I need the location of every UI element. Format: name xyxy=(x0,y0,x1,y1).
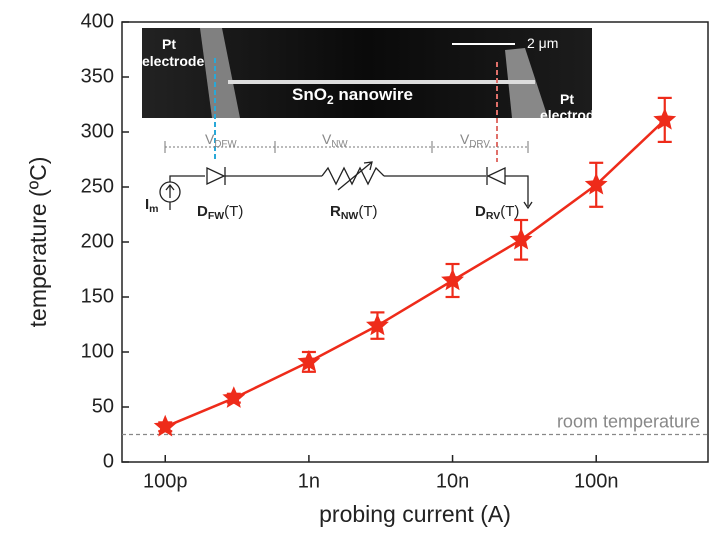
span-ends xyxy=(164,141,529,153)
y-tick-label: 300 xyxy=(81,120,114,142)
voltage-label-part: NW xyxy=(331,139,348,150)
voltage-label-part: V xyxy=(205,131,215,147)
pt-label: electrode xyxy=(142,53,204,69)
component-label-part: NW xyxy=(341,210,359,222)
y-tick-label: 350 xyxy=(81,65,114,87)
component-label-part: R xyxy=(330,203,341,220)
y-tick-label: 400 xyxy=(81,10,114,32)
component-label-part: RV xyxy=(486,210,500,222)
voltage-label-part: DRV xyxy=(469,139,490,150)
voltage-label-part: V xyxy=(322,131,332,147)
source-label: Im xyxy=(145,196,159,215)
component-label: DFW(T) xyxy=(197,203,243,222)
source-label-part: I xyxy=(145,196,149,213)
y-tick-label: 0 xyxy=(103,450,114,472)
x-tick-label: 100p xyxy=(143,470,188,492)
data-point xyxy=(509,227,533,250)
data-line xyxy=(164,118,666,428)
voltage-label-part: V xyxy=(460,131,470,147)
pt-label-part: Pt xyxy=(162,36,176,52)
x-tick-label: 10n xyxy=(436,470,469,492)
nanowire-label: SnO2 nanowire xyxy=(292,85,413,107)
y-tick-label: 200 xyxy=(81,230,114,252)
nanowire-label-part: 2 xyxy=(327,93,334,107)
y-tick-label: 50 xyxy=(92,395,114,417)
source-label-part: m xyxy=(149,203,158,215)
data-point xyxy=(653,107,677,130)
pt-label: Pt xyxy=(560,91,574,107)
voltage-label: VNW xyxy=(322,131,348,150)
data-point xyxy=(584,172,608,195)
data-point xyxy=(366,313,389,336)
circuit xyxy=(159,161,533,210)
x-axis-title: probing current (A) xyxy=(319,501,511,527)
component-label-part: (T) xyxy=(224,203,243,220)
component-label-part: FW xyxy=(208,210,224,222)
y-tick-label: 100 xyxy=(81,340,114,362)
y-tick-label: 250 xyxy=(81,175,114,197)
pt-label-part: electrode xyxy=(540,107,602,123)
scale-label-part: 2 μm xyxy=(527,35,558,51)
component-label-part: D xyxy=(197,203,208,220)
voltage-label-part: DFW xyxy=(214,139,237,150)
y-axis-title: temperature (ºC) xyxy=(25,157,51,328)
data-point xyxy=(153,414,177,437)
pt-label: Pt xyxy=(162,36,176,52)
pt-label-part: Pt xyxy=(560,91,574,107)
reference-label: room temperature xyxy=(557,411,700,431)
component-label-part: (T) xyxy=(500,203,519,220)
voltage-label: VDFW xyxy=(205,131,237,150)
data-point xyxy=(222,386,246,408)
x-tick-label: 100n xyxy=(574,470,619,492)
inset xyxy=(142,28,592,210)
data-point xyxy=(297,349,321,372)
nanowire-label-part: nanowire xyxy=(334,85,413,104)
component-label: DRV(T) xyxy=(475,203,519,222)
scale-label: 2 μm xyxy=(527,35,558,51)
pt-label-part: electrode xyxy=(142,53,204,69)
component-label-part: D xyxy=(475,203,486,220)
nanowire-label-part: SnO xyxy=(292,85,327,104)
x-tick-label: 1n xyxy=(298,470,320,492)
component-label: RNW(T) xyxy=(330,203,378,222)
pt-label: electrode xyxy=(540,107,602,123)
electrode-left xyxy=(200,28,240,118)
y-tick-label: 150 xyxy=(81,285,114,307)
data-point xyxy=(441,268,464,291)
component-label-part: (T) xyxy=(358,203,377,220)
voltage-label: VDRV xyxy=(460,131,490,150)
